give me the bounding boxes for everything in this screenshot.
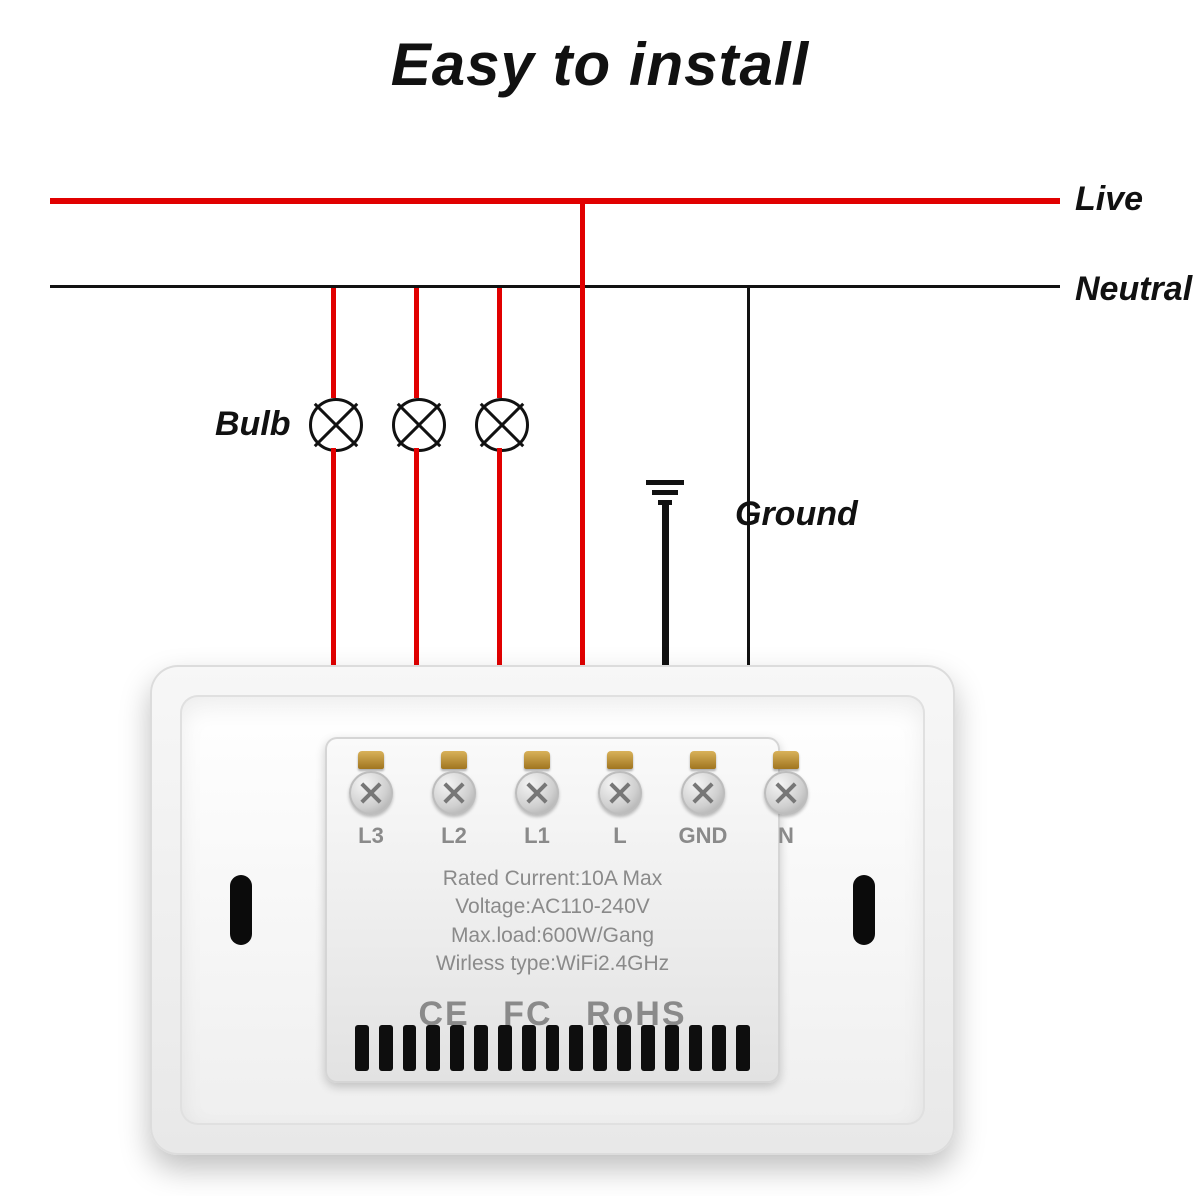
device-faceplate: L3 L2 L1 L GND N Rated Current:10A Max V… [180, 695, 925, 1125]
mount-slot-left [230, 875, 252, 945]
terminal-n [756, 747, 816, 807]
device-module: L3 L2 L1 L GND N Rated Current:10A Max V… [325, 737, 780, 1083]
neutral-bus-line [50, 285, 1060, 288]
terminal-label-l3: L3 [331, 823, 411, 849]
terminal-l3 [341, 747, 401, 807]
wire-l2-upper [414, 288, 419, 398]
terminal-l [590, 747, 650, 807]
terminal-l1 [507, 747, 567, 807]
bulb-icon [392, 398, 446, 452]
spec-line: Rated Current:10A Max [325, 865, 780, 893]
page-title: Easy to install [0, 30, 1200, 99]
live-bus-line [50, 198, 1060, 204]
terminal-l2 [424, 747, 484, 807]
neutral-label: Neutral [1075, 270, 1192, 309]
terminal-label-n: N [746, 823, 826, 849]
wire-l3-upper [331, 288, 336, 398]
terminal-label-l: L [580, 823, 660, 849]
terminal-labels: L3 L2 L1 L GND N [325, 823, 780, 853]
wire-n [747, 288, 750, 710]
ground-label: Ground [735, 495, 858, 534]
bulb-icon [475, 398, 529, 452]
terminal-label-l1: L1 [497, 823, 577, 849]
wire-l1-upper [497, 288, 502, 398]
vent-row-bottom [355, 1025, 750, 1071]
bulb-label: Bulb [215, 405, 291, 444]
wire-l [580, 200, 585, 710]
switch-device: L3 L2 L1 L GND N Rated Current:10A Max V… [150, 665, 955, 1155]
device-spec-block: Rated Current:10A Max Voltage:AC110-240V… [325, 865, 780, 978]
terminal-label-l2: L2 [414, 823, 494, 849]
live-label: Live [1075, 180, 1143, 219]
terminal-row [325, 747, 780, 817]
mount-slot-right [853, 875, 875, 945]
terminal-gnd [673, 747, 733, 807]
terminal-label-gnd: GND [663, 823, 743, 849]
spec-line: Voltage:AC110-240V [325, 893, 780, 921]
spec-line: Wirless type:WiFi2.4GHz [325, 950, 780, 978]
wiring-diagram: Easy to install Live Neutral Bulb Ground [0, 0, 1200, 1196]
bulb-icon [309, 398, 363, 452]
spec-line: Max.load:600W/Gang [325, 922, 780, 950]
